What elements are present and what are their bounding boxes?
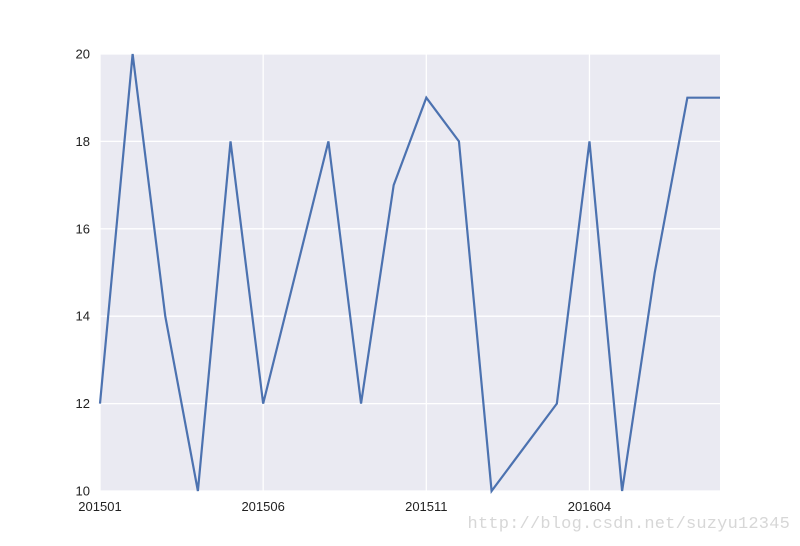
y-tick-label: 16 <box>76 221 90 236</box>
watermark-text: http://blog.csdn.net/suzyu12345 <box>467 515 790 534</box>
x-tick-label: 201511 <box>405 499 447 514</box>
series-line <box>98 53 720 494</box>
y-tick-label: 14 <box>76 309 90 324</box>
y-tick-label: 20 <box>76 47 90 62</box>
y-axis-ticks: 10 12 14 16 18 20 <box>76 47 90 499</box>
x-tick-label: 201604 <box>568 499 611 514</box>
x-tick-label: 201506 <box>241 499 284 514</box>
x-tick-label: 201501 <box>78 499 121 514</box>
plot-area <box>100 54 720 491</box>
y-tick-label: 10 <box>76 484 90 499</box>
y-tick-label: 12 <box>76 396 90 411</box>
y-tick-label: 18 <box>76 134 90 149</box>
series-layer <box>98 53 721 494</box>
x-axis-ticks: 201501 201506 201511 201604 <box>78 499 611 514</box>
